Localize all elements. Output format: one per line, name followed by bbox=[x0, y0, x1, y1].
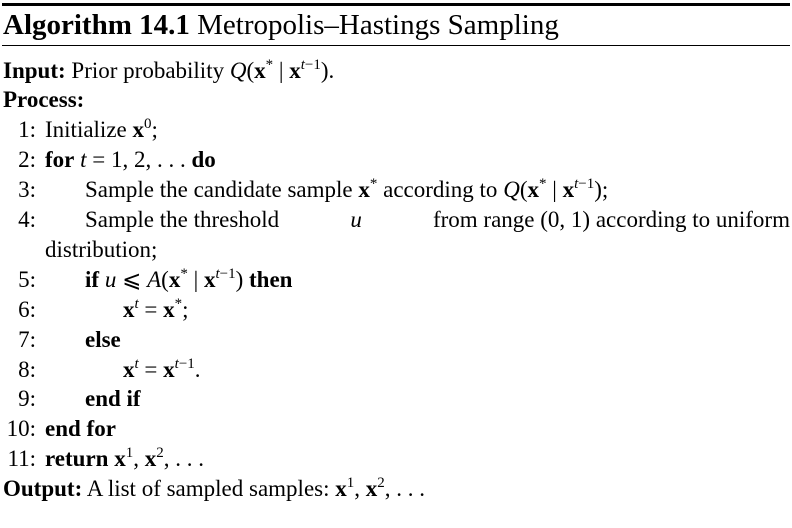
if-keyword: if bbox=[85, 267, 100, 292]
output-formula: x1, x2, . . . bbox=[335, 475, 425, 502]
line-number: 5: bbox=[18, 267, 36, 292]
line-code: Sample the threshold u from range (0, 1)… bbox=[85, 205, 790, 235]
algorithm-name: Metropolis–Hastings Sampling bbox=[197, 9, 559, 41]
line-number: 6: bbox=[18, 297, 36, 322]
input-line: Input: Prior probability Q(x* | xt−1). bbox=[3, 56, 334, 86]
line-code: Sample the candidate sample x* according… bbox=[85, 176, 609, 203]
algorithm-title: Algorithm 14.1 Metropolis–Hastings Sampl… bbox=[3, 6, 559, 44]
line-number: 1: bbox=[18, 117, 36, 142]
end-if-keyword: end if bbox=[85, 386, 141, 411]
line-text-cont: distribution; bbox=[45, 237, 158, 262]
line-number: 10: bbox=[6, 416, 36, 441]
line-code: if u ⩽ A(x* | xt−1) then bbox=[85, 266, 293, 293]
line-number: 9: bbox=[18, 386, 36, 411]
line-number: 8: bbox=[18, 357, 36, 382]
line-text-2: from range (0, 1) according to uniform bbox=[432, 207, 790, 232]
line-text: Sample the candidate sample bbox=[85, 177, 353, 202]
output-label: Output: bbox=[3, 476, 83, 501]
line-text-2: according to bbox=[383, 177, 498, 202]
line-code: xt = x*; bbox=[123, 296, 189, 323]
line-number: 4: bbox=[18, 207, 36, 232]
do-keyword: do bbox=[191, 147, 216, 172]
end-for-keyword: end for bbox=[45, 416, 116, 441]
line-number: 2: bbox=[18, 147, 36, 172]
line-number: 7: bbox=[18, 327, 36, 352]
output-text: A list of sampled samples: bbox=[86, 476, 330, 501]
line-text: Initialize bbox=[45, 117, 127, 142]
else-keyword: else bbox=[85, 327, 121, 352]
line-number: 3: bbox=[18, 177, 36, 202]
input-formula: Q(x* | xt−1). bbox=[229, 57, 335, 84]
line-code: xt = xt−1. bbox=[123, 356, 201, 383]
line-code: return x1, x2, . . . bbox=[45, 445, 204, 472]
process-label: Process: bbox=[3, 87, 85, 112]
then-keyword: then bbox=[249, 267, 293, 292]
process-line: Process: bbox=[3, 85, 84, 115]
title-rule bbox=[2, 45, 790, 46]
line-text: Sample the threshold bbox=[85, 207, 280, 232]
top-rule bbox=[2, 3, 790, 6]
input-text: Prior probability bbox=[71, 58, 225, 83]
output-line: Output: A list of sampled samples: x1, x… bbox=[3, 474, 425, 504]
for-keyword: for bbox=[45, 147, 75, 172]
input-label: Input: bbox=[3, 58, 66, 83]
line-code: Initialize x0; bbox=[45, 116, 158, 143]
algorithm-label: Algorithm 14.1 bbox=[3, 9, 190, 41]
line-number: 11: bbox=[7, 446, 36, 471]
return-keyword: return bbox=[45, 446, 109, 471]
line-code: for t = 1, 2, . . . do bbox=[45, 147, 216, 172]
